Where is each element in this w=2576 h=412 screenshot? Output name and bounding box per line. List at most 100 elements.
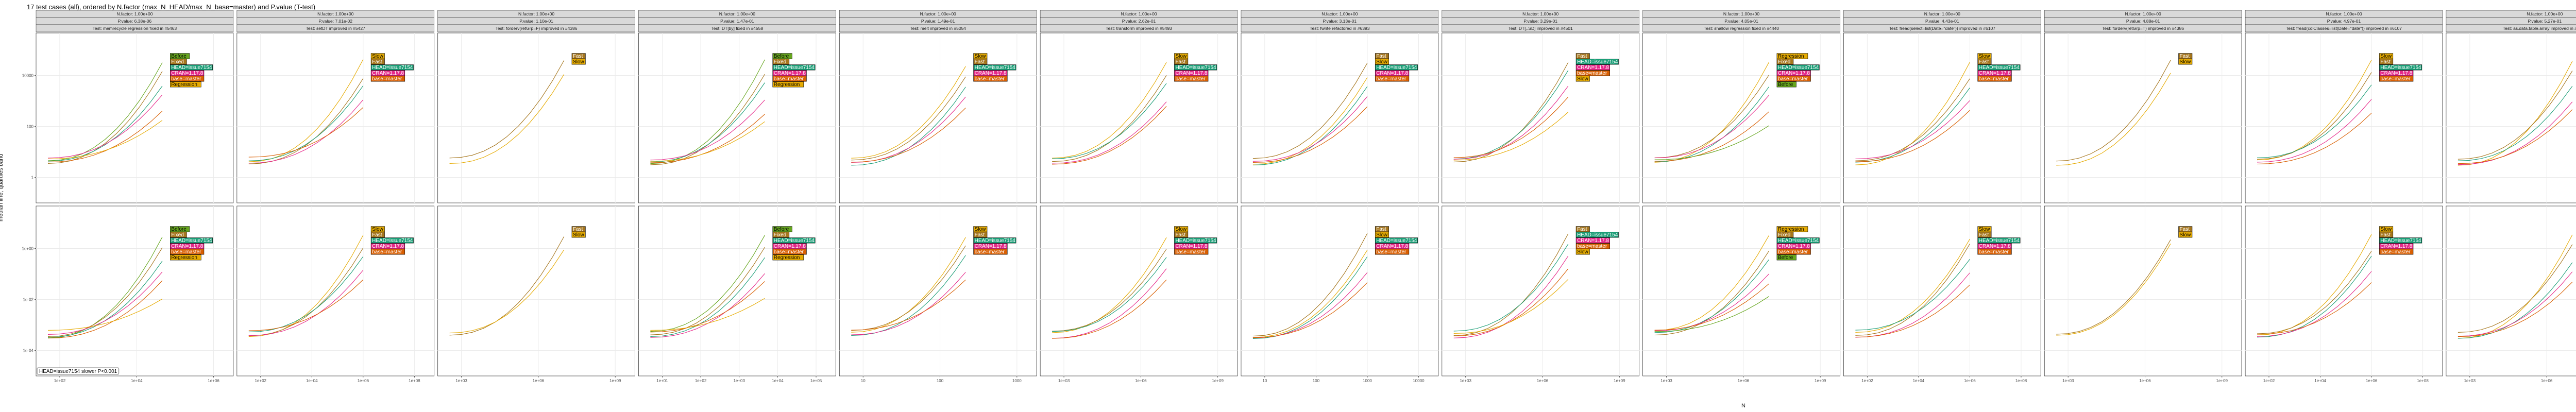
series-label-tag — [1776, 237, 1820, 244]
series-line — [1453, 279, 1569, 334]
series-label-tag — [170, 59, 187, 65]
series-line — [1052, 75, 1167, 162]
facet-strip — [1241, 24, 1439, 32]
series-label-tag — [170, 81, 201, 88]
panel-background — [2044, 32, 2242, 203]
series-label: HEAD=issue7154 — [171, 65, 212, 71]
series-label-tag — [1375, 70, 1410, 76]
series-label: HEAD=issue7154 — [1376, 238, 1417, 244]
series-label-tag — [973, 243, 1008, 249]
series-label-tag — [1575, 70, 1610, 76]
series-line — [851, 279, 966, 331]
series-line — [47, 62, 163, 161]
x-tick-label: 1e+06 — [358, 379, 369, 383]
series-line — [2458, 234, 2573, 339]
series-line — [1855, 62, 1970, 165]
strip-nfactor: N.factor: 1.00e+00 — [317, 11, 353, 16]
series-label-tag — [1174, 70, 1209, 76]
series-label-tag — [2379, 232, 2394, 238]
series-line — [2257, 255, 2372, 338]
panel-background — [2446, 32, 2576, 203]
series-label-tag — [370, 243, 405, 249]
strip-nfactor: N.factor: 1.00e+00 — [2527, 11, 2563, 16]
series-label: HEAD=issue7154 — [1979, 238, 2020, 244]
series-label-tag — [1776, 76, 1811, 82]
x-tick-label: 1e+06 — [1738, 379, 1750, 383]
series-label-tag — [2178, 232, 2193, 238]
series-line — [47, 111, 163, 163]
series-label-tag — [1776, 232, 1794, 238]
series-line — [449, 236, 565, 336]
y-tick-label: 1e-02 — [23, 298, 34, 302]
series-label: HEAD=issue7154 — [774, 65, 815, 71]
series-line — [248, 270, 364, 336]
series-label: Slow — [1376, 59, 1387, 65]
series-label: base=master — [1778, 76, 1808, 82]
series-label: Fixed — [774, 59, 786, 65]
series-label-tag — [1776, 243, 1811, 249]
strip-nfactor: N.factor: 1.00e+00 — [2326, 11, 2362, 16]
series-line — [1252, 250, 1368, 338]
x-tick-label: 10 — [1262, 379, 1267, 383]
strip-pvalue: P.value: 5.27e-01 — [2528, 19, 2562, 24]
series-line — [1855, 238, 1970, 333]
series-label-tag — [370, 70, 405, 76]
series-label: Fast — [1979, 59, 1989, 65]
series-line — [248, 85, 364, 161]
series-label-tag — [1575, 59, 1619, 65]
series-label: CRAN=1.17.8 — [171, 71, 203, 76]
x-tick-label: 1e+02 — [695, 379, 707, 383]
series-label: Fixed — [1778, 232, 1790, 238]
series-label: HEAD=issue7154 — [1979, 65, 2020, 71]
series-label-tag — [1174, 249, 1209, 255]
series-label: Before — [171, 54, 187, 59]
series-label-tag — [370, 53, 385, 59]
series-line — [851, 272, 966, 335]
series-line — [650, 99, 765, 161]
series-label: base=master — [1979, 76, 2009, 82]
panel-background — [2245, 205, 2443, 376]
series-line — [248, 279, 364, 331]
series-line — [1252, 86, 1368, 166]
series-label: Fast — [372, 59, 382, 65]
series-label: Slow — [1979, 227, 1990, 232]
series-label-tag — [1375, 53, 1389, 59]
strip-nfactor: N.factor: 1.00e+00 — [518, 11, 554, 16]
series-label: base=master — [975, 249, 1005, 255]
series-label: CRAN=1.17.8 — [372, 71, 404, 76]
series-label: base=master — [1979, 249, 2009, 255]
x-tick-label: 1e+09 — [1614, 379, 1625, 383]
strip-pvalue: P.value: 4.97e-01 — [2327, 19, 2361, 24]
facet-strip — [1442, 24, 1639, 32]
series-line — [1052, 257, 1167, 332]
series-label-tag — [1977, 243, 2012, 249]
series-line — [2257, 72, 2372, 160]
strip-test: Test: memrecycle regression fixed in #54… — [93, 26, 177, 31]
series-line — [449, 249, 565, 334]
series-label-tag — [772, 53, 792, 59]
series-label: CRAN=1.17.8 — [774, 244, 806, 249]
panel-background — [36, 32, 234, 203]
facet-strip — [839, 24, 1037, 32]
series-label: HEAD=issue7154 — [1175, 238, 1216, 244]
x-tick-label: 1e+06 — [1135, 379, 1147, 383]
series-line — [1654, 296, 1769, 332]
y-tick-label: 100 — [27, 125, 34, 129]
series-label: Fixed — [171, 232, 183, 238]
x-tick-label: 1e+04 — [2314, 379, 2326, 383]
series-label: base=master — [2380, 249, 2411, 255]
series-line — [1654, 95, 1770, 159]
facet-strip — [1040, 24, 1238, 32]
facet-strip — [1843, 24, 2041, 32]
series-label: base=master — [171, 249, 201, 255]
panel-background — [236, 32, 435, 203]
x-tick-label: 1e+03 — [2464, 379, 2476, 383]
panel-background — [1241, 32, 1439, 203]
series-label-tag — [370, 59, 385, 65]
strip-pvalue: P.value: 4.88e-01 — [2126, 19, 2160, 24]
x-tick-label: 1e+03 — [1660, 379, 1672, 383]
series-line — [851, 255, 966, 336]
series-label-tag — [772, 232, 790, 238]
strip-test: Test: forderv(retGrp=T) improved in #438… — [2102, 26, 2184, 31]
